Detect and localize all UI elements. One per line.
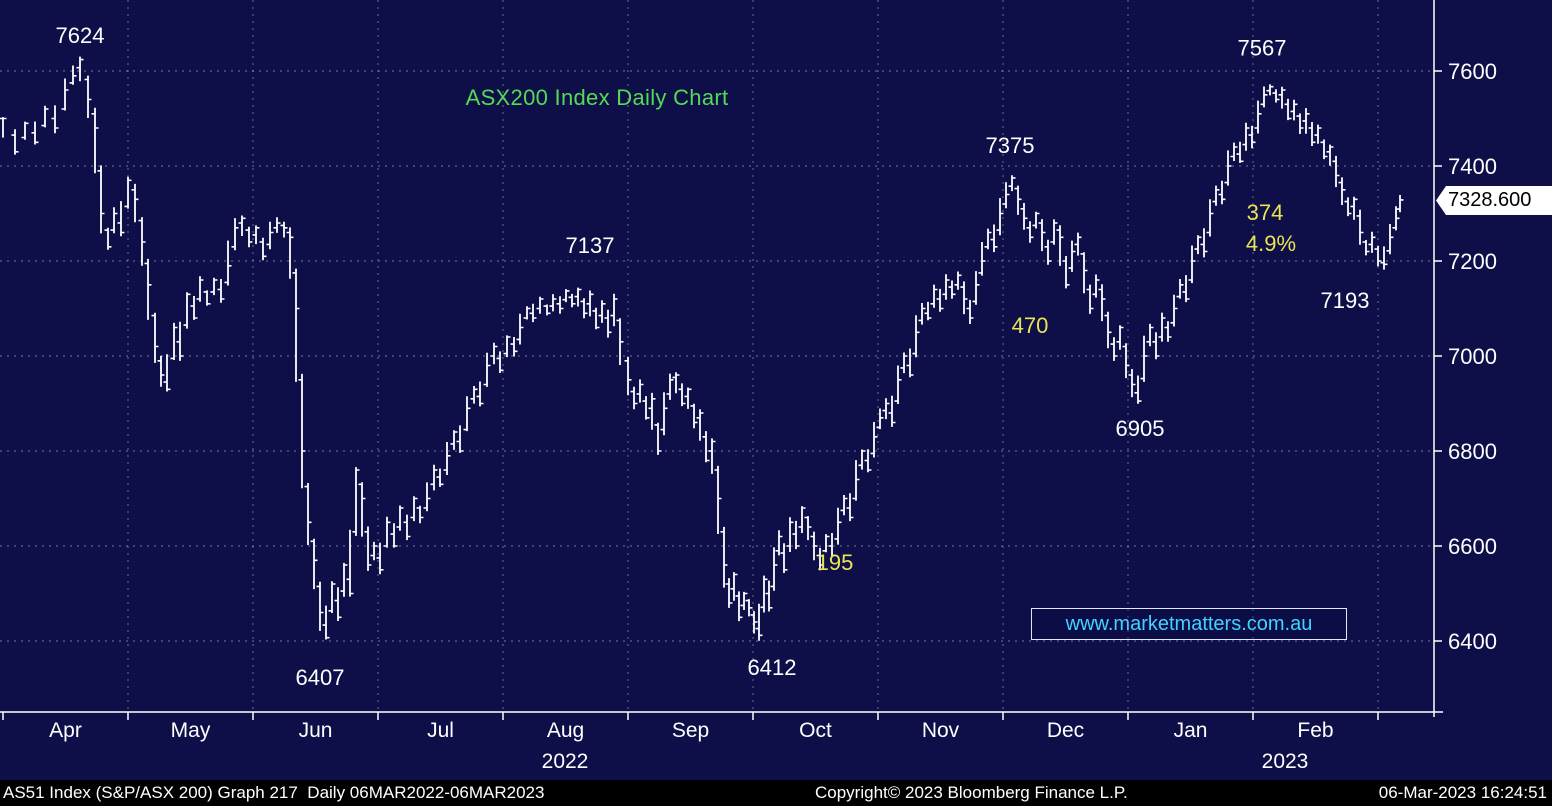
watermark-text: www.marketmatters.com.au <box>1065 612 1313 635</box>
y-axis-label: 6600 <box>1448 534 1497 559</box>
chart-title: ASX200 Index Daily Chart <box>465 85 729 110</box>
last-price-tag: 7328.600 <box>1436 186 1552 215</box>
x-axis-month-label: Feb <box>1297 719 1333 742</box>
price-bars <box>2 56 1401 641</box>
x-axis-year-label: 2023 <box>1262 750 1309 773</box>
y-axis-label: 6400 <box>1448 629 1497 654</box>
y-axis-label: 7400 <box>1448 154 1497 179</box>
chart-annotation: 4.9% <box>1246 231 1296 256</box>
chart-annotation: 7193 <box>1321 288 1370 313</box>
x-axis-month-label: Jun <box>299 719 333 742</box>
x-axis-month-label: Jan <box>1174 719 1208 742</box>
x-axis-month-label: Apr <box>49 719 82 742</box>
chart-annotation: 470 <box>1012 313 1049 338</box>
chart-annotation: 6407 <box>296 665 345 690</box>
chart-annotation: 6905 <box>1116 416 1165 441</box>
status-security-info: AS51 Index (S&P/ASX 200) Graph 217 Daily… <box>3 783 545 802</box>
status-copyright: Copyright© 2023 Bloomberg Finance L.P. <box>815 783 1128 802</box>
status-timestamp: 06-Mar-2023 16:24:51 <box>1378 783 1547 802</box>
x-axis-month-label: Aug <box>547 719 584 742</box>
x-axis-year-label: 2022 <box>542 750 589 773</box>
last-price-value: 7328.600 <box>1448 189 1532 211</box>
chart-annotation: 6412 <box>748 655 797 680</box>
y-axis-label: 7000 <box>1448 344 1497 369</box>
x-axis-month-label: Oct <box>799 719 832 742</box>
status-bar: AS51 Index (S&P/ASX 200) Graph 217 Daily… <box>0 780 1552 806</box>
chart-annotation: 195 <box>817 550 854 575</box>
y-axis-label: 7200 <box>1448 249 1497 274</box>
y-axis-label: 6800 <box>1448 439 1497 464</box>
x-axis-month-label: May <box>171 719 211 742</box>
x-axis-month-label: Sep <box>672 719 709 742</box>
y-axis-label: 7600 <box>1448 59 1497 84</box>
chart-canvas: 7600 7400 7200 7000 6800 6600 6400 Apr May Jun Jul… <box>0 0 1497 773</box>
chart-annotation: 7624 <box>56 23 105 48</box>
chart-annotation: 7137 <box>566 233 615 258</box>
chart-annotation: 374 <box>1247 200 1284 225</box>
x-axis-month-label: Jul <box>427 719 454 742</box>
watermark-link[interactable]: www.marketmatters.com.au <box>1031 608 1347 640</box>
price-bar-ticks <box>0 58 1404 639</box>
x-axis-month-label: Dec <box>1047 719 1084 742</box>
chart-annotation: 7375 <box>986 133 1035 158</box>
x-axis-month-label: Nov <box>922 719 960 742</box>
chart-annotation: 7567 <box>1238 35 1287 60</box>
